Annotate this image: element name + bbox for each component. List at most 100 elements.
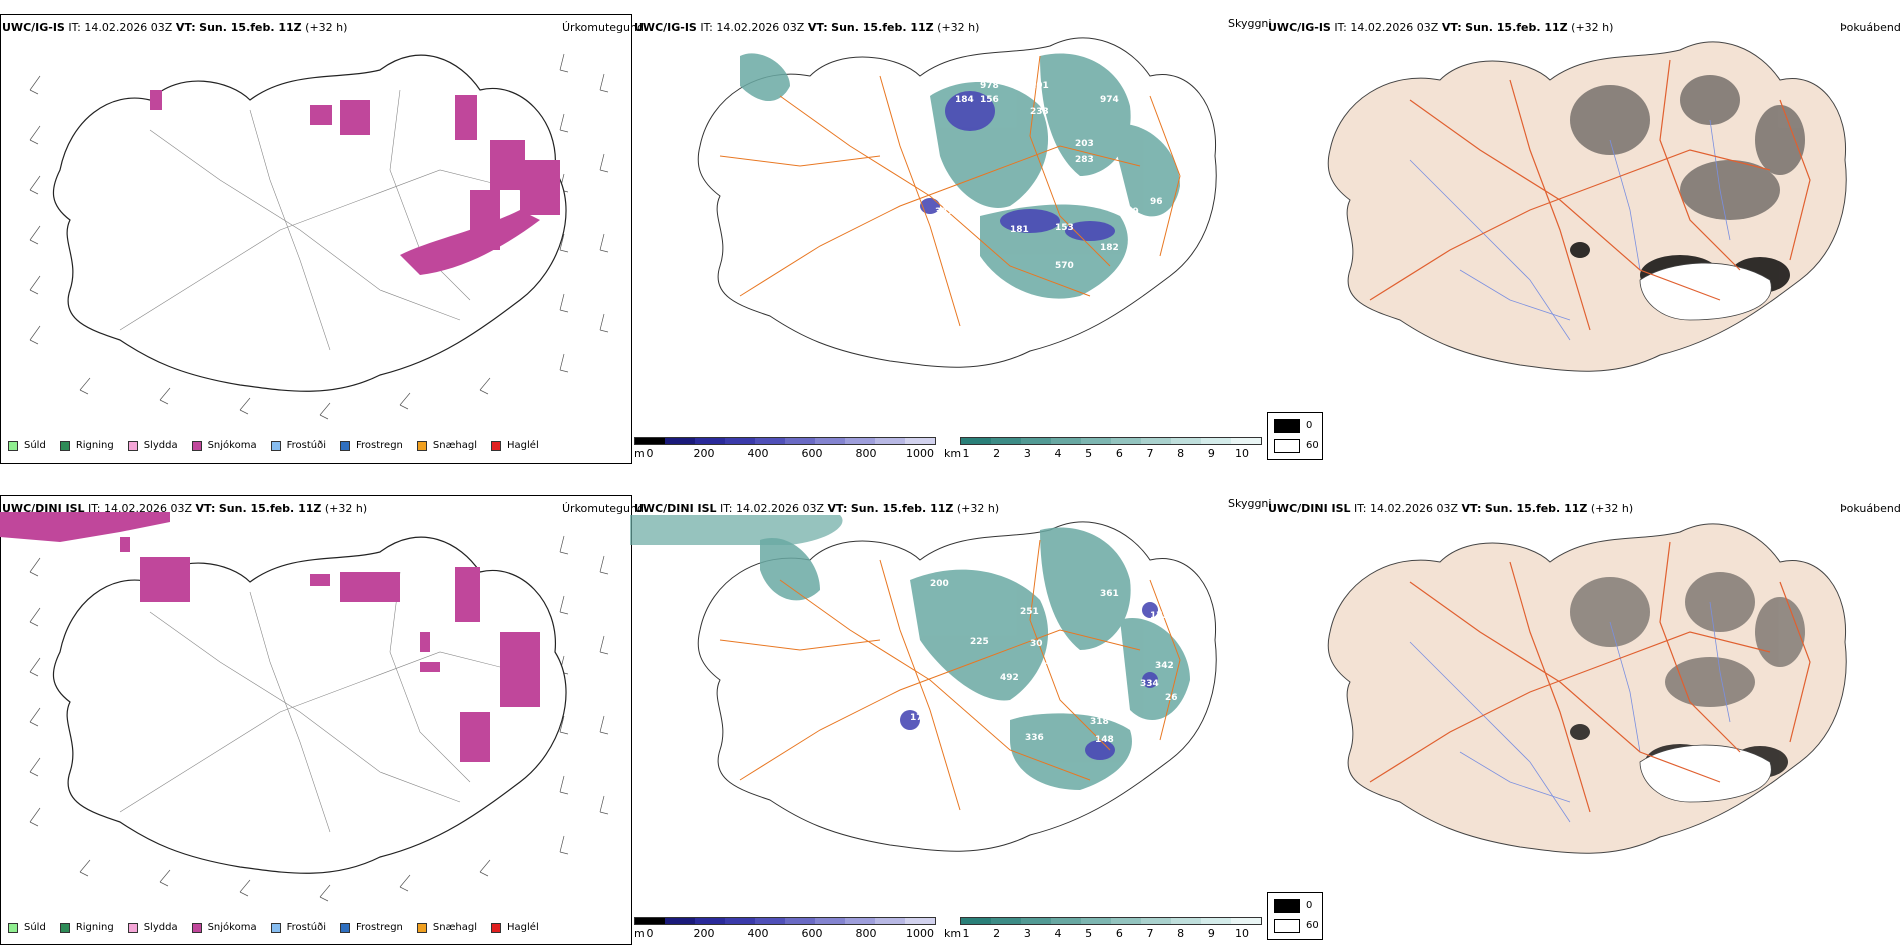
- roads: [119, 89, 521, 351]
- ceiling-colorbar-segment: [725, 918, 755, 924]
- fog-title-row2: Þokuábendi: [1840, 502, 1900, 515]
- precip-panel-frame-row1: [0, 14, 632, 464]
- it-label: IT:: [700, 21, 713, 34]
- wind-barb: [79, 859, 91, 877]
- ceiling-value-label: 30: [1030, 639, 1043, 649]
- legend-item-snjokoma: Snjókoma: [191, 440, 257, 451]
- swatch: [416, 922, 427, 933]
- ceiling-value-label: 327: [935, 207, 954, 217]
- wind-barb: [29, 707, 41, 727]
- ceiling-value-label: 233: [1030, 107, 1049, 117]
- precip-title-row2: Úrkomutegund: [562, 502, 644, 515]
- ceiling-colorbar-segment: [905, 438, 935, 444]
- visibility-tick-label: 5: [1085, 447, 1093, 460]
- ceiling-value-label: 184: [955, 95, 974, 105]
- wind-barb: [29, 225, 41, 245]
- ceiling-colorbar-row1: [634, 437, 936, 445]
- wind-barb: [29, 75, 41, 95]
- ceiling-value-label: 974: [1100, 95, 1119, 105]
- fog-map-row2: [1327, 523, 1847, 854]
- wind-barb: [599, 313, 609, 333]
- ceiling-value-label: 182: [1100, 243, 1119, 253]
- wind-barb: [599, 635, 609, 655]
- model-name: UWC/IG-IS: [1268, 21, 1331, 34]
- model-name: UWC/IG-IS: [2, 21, 65, 34]
- ceiling-tick-label: 800: [855, 447, 877, 460]
- vt-label: VT:: [175, 21, 196, 34]
- wind-barb: [559, 113, 569, 133]
- wind-barb: [29, 325, 41, 345]
- wind-barb: [319, 884, 331, 902]
- ceiling-value-label: 81: [1100, 173, 1113, 183]
- ceiling-colorbar-segment: [875, 438, 905, 444]
- it-value: 14.02.2026 03Z: [716, 21, 805, 34]
- precip-panel-frame-row2: [0, 495, 632, 945]
- wind-barb: [319, 402, 331, 420]
- ceiling-value-label: 153: [1055, 223, 1074, 233]
- fog-label-60: 60: [1306, 440, 1319, 451]
- ceiling-colorbar-segment: [785, 438, 815, 444]
- wind-barb: [559, 293, 569, 313]
- swatch: [340, 922, 350, 933]
- ceiling-tick-label: 600: [801, 927, 823, 940]
- ceiling-colorbar-segment: [875, 918, 905, 924]
- ceiling-value-label: 318: [1090, 717, 1109, 727]
- wind-barb: [599, 233, 609, 253]
- visibility-colorbar-segment: [1141, 918, 1171, 924]
- ceiling-tick-label: 400: [747, 447, 769, 460]
- visibility-tick-label: 3: [1023, 927, 1031, 940]
- visibility-tick-label: 10: [1235, 927, 1249, 940]
- it-label: IT:: [720, 502, 733, 515]
- ceiling-value-label: 784: [1055, 179, 1074, 189]
- fog-legend-row2: 0 60: [1267, 892, 1323, 940]
- precip-panel-header-row2: UWC/DINI ISL IT: 14.02.2026 03Z VT: Sun.…: [2, 502, 367, 515]
- legend-item-snjokoma: Snjókoma: [191, 922, 257, 933]
- vt-value: Sun. 15.feb. 11Z: [199, 21, 302, 34]
- ceiling-colorbar-segment: [635, 918, 665, 924]
- vt-value: Sun. 15.feb. 11Z: [1484, 502, 1588, 515]
- visibility-colorbar-segment: [1201, 918, 1231, 924]
- ceiling-value-label: 334: [1060, 677, 1079, 687]
- swatch: [491, 922, 502, 933]
- iceland-coastline: [52, 536, 567, 874]
- glacier-vatnajokull: [1639, 744, 1772, 803]
- model-name: UWC/DINI ISL: [1268, 502, 1351, 515]
- ceiling-colorbar-row2: [634, 917, 936, 925]
- wind-barb: [29, 807, 41, 827]
- legend-item-slydda: Slydda: [127, 922, 178, 933]
- legend-item-haglel: Haglél: [491, 922, 539, 933]
- fog-legend-row1: 0 60: [1267, 412, 1323, 460]
- wind-barbs: [29, 53, 609, 420]
- ceiling-colorbar-segment: [755, 438, 785, 444]
- legend-item-sudl: Súld: [8, 440, 46, 451]
- lead-time: (+32 h): [1571, 21, 1614, 34]
- ceiling-value-label: 69: [830, 579, 843, 589]
- snow-areas: [0, 512, 540, 762]
- visibility-tick-label: 10: [1235, 447, 1249, 460]
- lead-time: (+32 h): [305, 21, 348, 34]
- wind-barb: [599, 795, 609, 815]
- ceiling-value-label: 175: [1150, 611, 1169, 621]
- ceiling-value-label: 203: [1075, 139, 1094, 149]
- ceiling-title-row1: Skyggni: [1228, 17, 1272, 30]
- wind-barb: [159, 869, 171, 887]
- visibility-areas: [760, 527, 1190, 790]
- fog-map-row1: [1327, 41, 1847, 372]
- fog-label-0: 0: [1306, 900, 1313, 911]
- it-value: 14.02.2026 03Z: [104, 502, 193, 515]
- visibility-tick-label: 9: [1207, 447, 1215, 460]
- swatch: [127, 922, 138, 933]
- legend-item-frostregn: Frostregn: [340, 440, 403, 451]
- ceiling-tick-label: 800: [855, 927, 877, 940]
- wind-barb: [559, 233, 569, 253]
- legend-item-rigning: Rigning: [59, 922, 114, 933]
- visibility-tick-label: 8: [1177, 447, 1185, 460]
- fog-swatch-0: [1274, 419, 1300, 433]
- glacier-vatnajokull: [1639, 262, 1772, 321]
- visibility-colorbar-segment: [1051, 438, 1081, 444]
- wind-barb: [79, 377, 91, 395]
- wind-barb: [559, 715, 569, 735]
- visibility-tick-label: 4: [1054, 927, 1062, 940]
